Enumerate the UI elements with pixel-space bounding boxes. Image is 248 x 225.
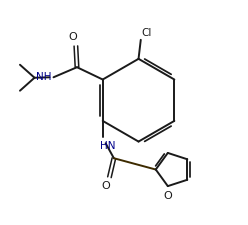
Text: O: O: [69, 32, 78, 42]
Text: NH: NH: [36, 72, 52, 82]
Text: HN: HN: [100, 141, 116, 151]
Text: O: O: [102, 181, 110, 191]
Text: Cl: Cl: [141, 28, 152, 38]
Text: O: O: [163, 191, 172, 201]
